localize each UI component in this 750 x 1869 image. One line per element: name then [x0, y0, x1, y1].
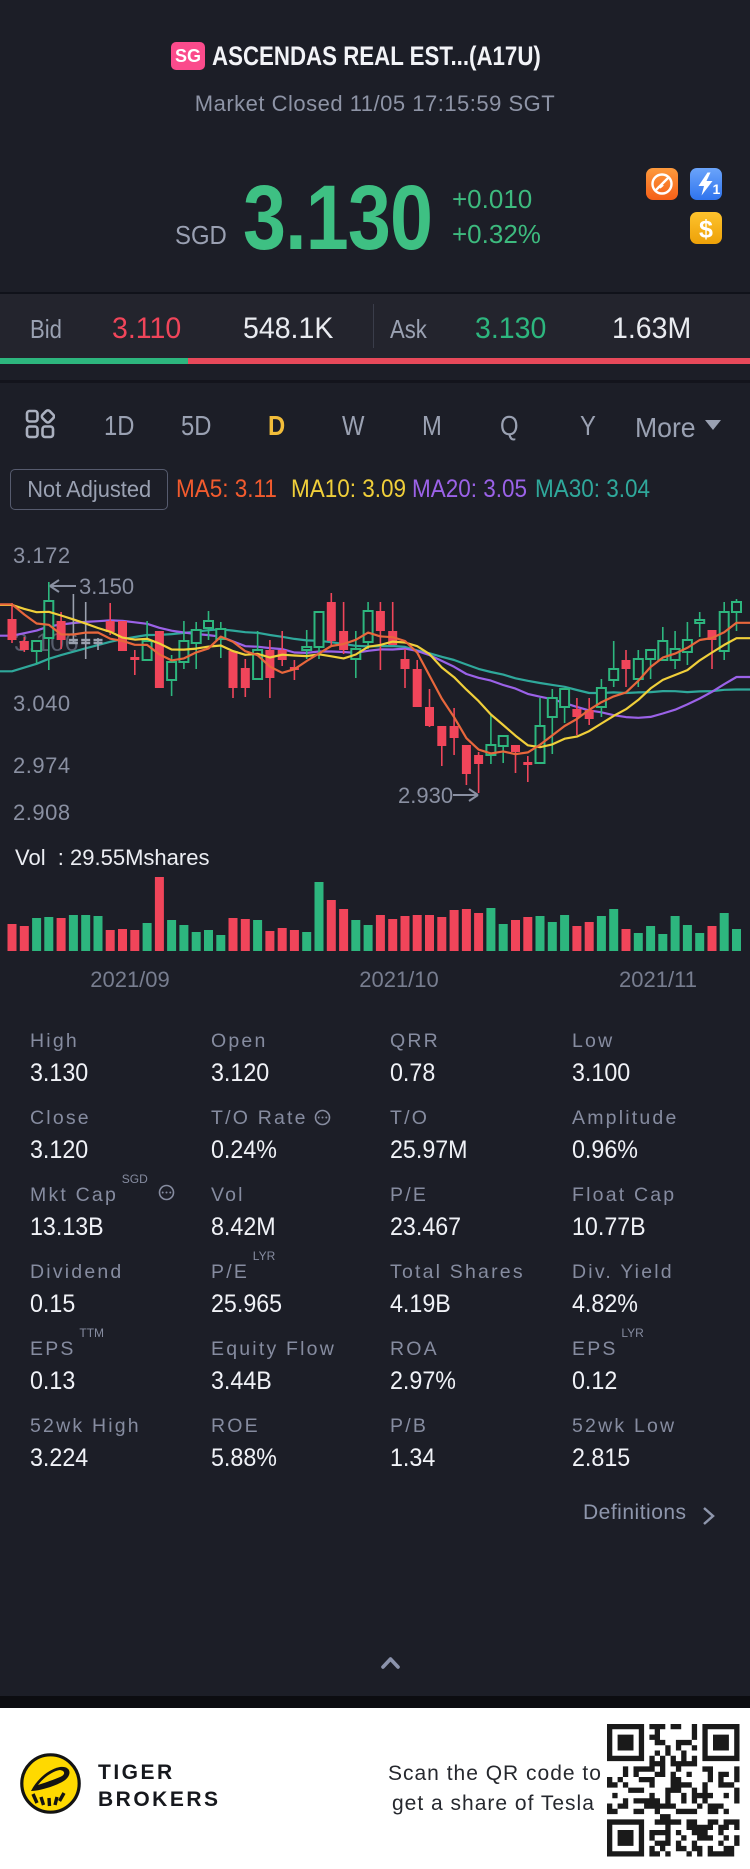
- svg-text:1: 1: [713, 181, 721, 197]
- svg-text:2.974: 2.974: [13, 753, 71, 778]
- svg-text:2.908: 2.908: [13, 800, 71, 825]
- svg-text:Vol : 29.55Mshares: Vol : 29.55Mshares: [15, 845, 209, 870]
- svg-text:2021/09: 2021/09: [90, 967, 170, 992]
- svg-text:3.040: 3.040: [13, 691, 71, 716]
- svg-text:2.930: 2.930: [398, 783, 453, 808]
- svg-text:3.172: 3.172: [13, 543, 71, 568]
- svg-text:2021/11: 2021/11: [619, 967, 697, 992]
- svg-text:$: $: [699, 216, 713, 244]
- svg-text:2021/10: 2021/10: [359, 967, 439, 992]
- svg-text:3.150: 3.150: [79, 574, 134, 599]
